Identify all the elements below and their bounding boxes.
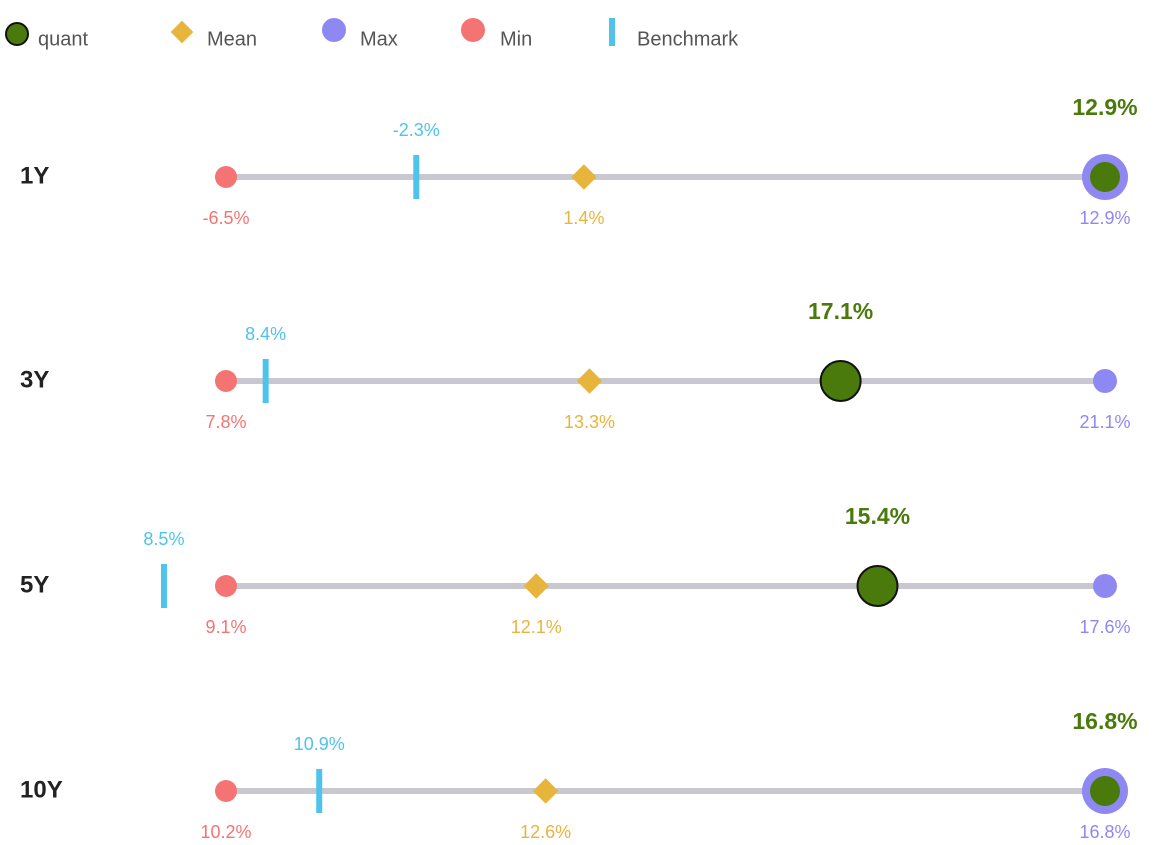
legend-marker (609, 18, 615, 46)
min-label: 9.1% (205, 617, 246, 637)
benchmark-label: 8.5% (143, 529, 184, 549)
legend-marker (170, 20, 194, 44)
benchmark-marker (316, 769, 323, 813)
mean-label: 12.6% (520, 822, 571, 842)
legend-label: Mean (207, 28, 257, 50)
benchmark-marker (160, 564, 167, 608)
benchmark-label: -2.3% (393, 120, 440, 140)
mean-label: 12.1% (511, 617, 562, 637)
quant-marker (1090, 162, 1120, 192)
mean-label: 13.3% (564, 412, 615, 432)
max-label: 21.1% (1079, 412, 1130, 432)
min-label: 7.8% (205, 412, 246, 432)
mean-marker (523, 573, 549, 599)
legend-label: Min (500, 28, 532, 50)
row-label: 5Y (20, 571, 49, 598)
legend-label: Benchmark (637, 28, 739, 50)
quant-label: 17.1% (808, 298, 873, 324)
row-label: 10Y (20, 776, 63, 803)
benchmark-marker (413, 155, 420, 199)
row-label: 3Y (20, 366, 49, 393)
max-marker (1093, 574, 1117, 598)
mean-marker (571, 164, 597, 190)
mean-label: 1.4% (563, 208, 604, 228)
legend-label: Max (360, 28, 398, 50)
benchmark-label: 10.9% (294, 734, 345, 754)
min-marker (215, 166, 237, 188)
row-label: 1Y (20, 162, 49, 189)
max-marker (1093, 369, 1117, 393)
mean-marker (576, 368, 603, 394)
min-label: 10.2% (200, 822, 251, 842)
min-marker (215, 370, 237, 392)
max-label: 17.6% (1079, 617, 1130, 637)
benchmark-label: 8.4% (245, 324, 286, 344)
max-label: 12.9% (1079, 208, 1130, 228)
legend-marker (5, 22, 29, 46)
benchmark-marker (262, 359, 269, 403)
quant-marker (819, 360, 862, 402)
min-label: -6.5% (202, 208, 249, 228)
min-marker (215, 780, 237, 802)
quant-label: 12.9% (1072, 94, 1137, 120)
mean-marker (532, 778, 559, 804)
quant-marker (1090, 776, 1120, 806)
max-label: 16.8% (1079, 822, 1130, 842)
quant-label: 15.4% (845, 503, 910, 529)
legend-marker (322, 18, 346, 42)
quant-marker (856, 565, 899, 607)
quant-label: 16.8% (1072, 708, 1137, 734)
legend-label: quant (38, 28, 88, 50)
min-marker (215, 575, 237, 597)
legend-marker (461, 18, 485, 42)
